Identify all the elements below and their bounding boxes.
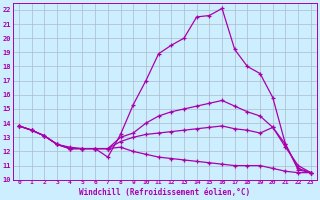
X-axis label: Windchill (Refroidissement éolien,°C): Windchill (Refroidissement éolien,°C): [79, 188, 251, 197]
